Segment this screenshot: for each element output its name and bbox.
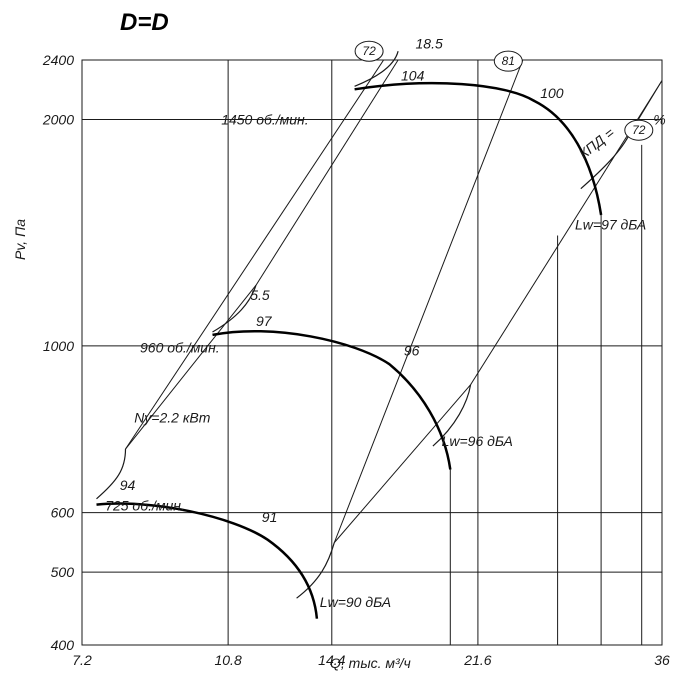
svg-text:104: 104	[401, 67, 425, 83]
svg-text:94: 94	[120, 477, 136, 493]
svg-text:21.6: 21.6	[463, 652, 491, 668]
x-axis-label: Q, тыс. м³/ч	[330, 655, 411, 671]
svg-text:100: 100	[540, 85, 564, 101]
svg-text:600: 600	[51, 505, 75, 521]
svg-text:7.2: 7.2	[72, 652, 92, 668]
svg-text:72: 72	[632, 123, 646, 137]
axis-ticks: 7.210.814.421.636400500600100020002400	[42, 52, 670, 668]
svg-text:КПД =: КПД =	[576, 124, 618, 161]
svg-text:Lw=97 дБА: Lw=97 дБА	[575, 217, 646, 233]
svg-text:72: 72	[362, 44, 376, 58]
svg-text:81: 81	[502, 54, 515, 68]
svg-text:18.5: 18.5	[416, 35, 443, 51]
svg-text:500: 500	[51, 564, 75, 580]
diagonals	[126, 60, 663, 543]
svg-text:Lw=90 дБА: Lw=90 дБА	[320, 594, 391, 610]
svg-text:97: 97	[256, 313, 273, 329]
svg-text:2000: 2000	[42, 112, 74, 128]
svg-text:725 об./мин.: 725 об./мин.	[105, 497, 185, 513]
svg-text:5.5: 5.5	[250, 287, 270, 303]
y-axis-label: Pv, Па	[12, 219, 28, 260]
svg-text:36: 36	[654, 652, 670, 668]
svg-text:2400: 2400	[42, 52, 74, 68]
svg-text:Lw=96 дБА: Lw=96 дБА	[442, 433, 513, 449]
svg-text:960 об./мин.: 960 об./мин.	[140, 340, 220, 356]
svg-text:1000: 1000	[43, 338, 74, 354]
svg-text:400: 400	[51, 637, 75, 653]
svg-text:96: 96	[404, 342, 420, 358]
chart-title: D=D	[120, 9, 169, 36]
svg-text:10.8: 10.8	[214, 652, 241, 668]
svg-text:1450 об./мин.: 1450 об./мин.	[221, 111, 308, 127]
side-curves	[97, 51, 631, 598]
fan-chart: D=D 1450 об./мин. 960 об./мин. 725 об./мин…	[0, 0, 700, 700]
svg-text:91: 91	[262, 509, 278, 525]
svg-text:Nу=2.2 кВт: Nу=2.2 кВт	[134, 410, 211, 426]
chart-svg: D=D 1450 об./мин. 960 об./мин. 725 об./мин…	[0, 0, 700, 700]
svg-text:%: %	[653, 111, 665, 127]
annotations: 1450 об./мин. 960 об./мин. 725 об./мин. Nу=…	[105, 35, 666, 610]
